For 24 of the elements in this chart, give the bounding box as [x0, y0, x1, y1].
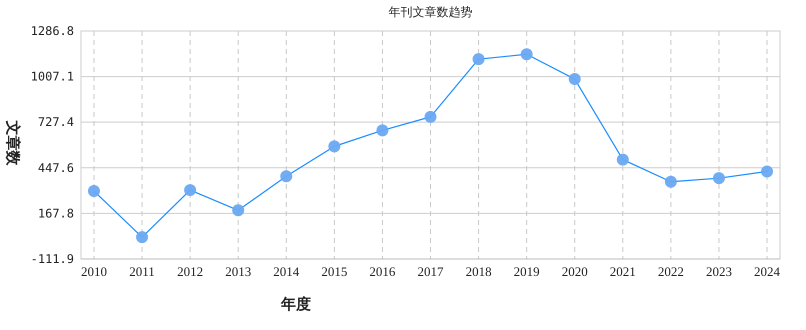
- x-tick-label: 2016: [369, 264, 396, 279]
- x-tick-label: 2015: [321, 264, 348, 279]
- x-tick-label: 2010: [80, 264, 107, 279]
- x-tick-label: 2013: [225, 264, 252, 279]
- y-tick-label: 1286.8: [30, 24, 74, 38]
- x-tick-label: 2014: [273, 264, 300, 279]
- x-tick-label: 2022: [658, 264, 684, 279]
- y-tick-label: -111.9: [30, 252, 74, 266]
- x-tick-label: 2023: [706, 264, 732, 279]
- x-tick-label: 2011: [129, 264, 155, 279]
- y-tick-label: 447.6: [38, 160, 74, 175]
- y-tick-label: 727.4: [38, 115, 74, 130]
- x-tick-label: 2017: [418, 264, 444, 279]
- x-tick-label: 2012: [177, 264, 204, 279]
- x-tick-label: 2024: [754, 264, 781, 279]
- x-axis-title: 年度: [280, 295, 311, 313]
- x-tick-label: 2021: [610, 264, 636, 279]
- y-tick-label: 1007.1: [30, 70, 74, 84]
- chart-title: 年刊文章数趋势: [388, 5, 472, 19]
- x-tick-label: 2018: [466, 264, 492, 279]
- x-tick-label: 2019: [514, 264, 540, 279]
- y-tick-label: 167.8: [38, 206, 74, 220]
- y-axis-title: 文章数: [4, 120, 22, 166]
- x-tick-label: 2020: [562, 264, 588, 279]
